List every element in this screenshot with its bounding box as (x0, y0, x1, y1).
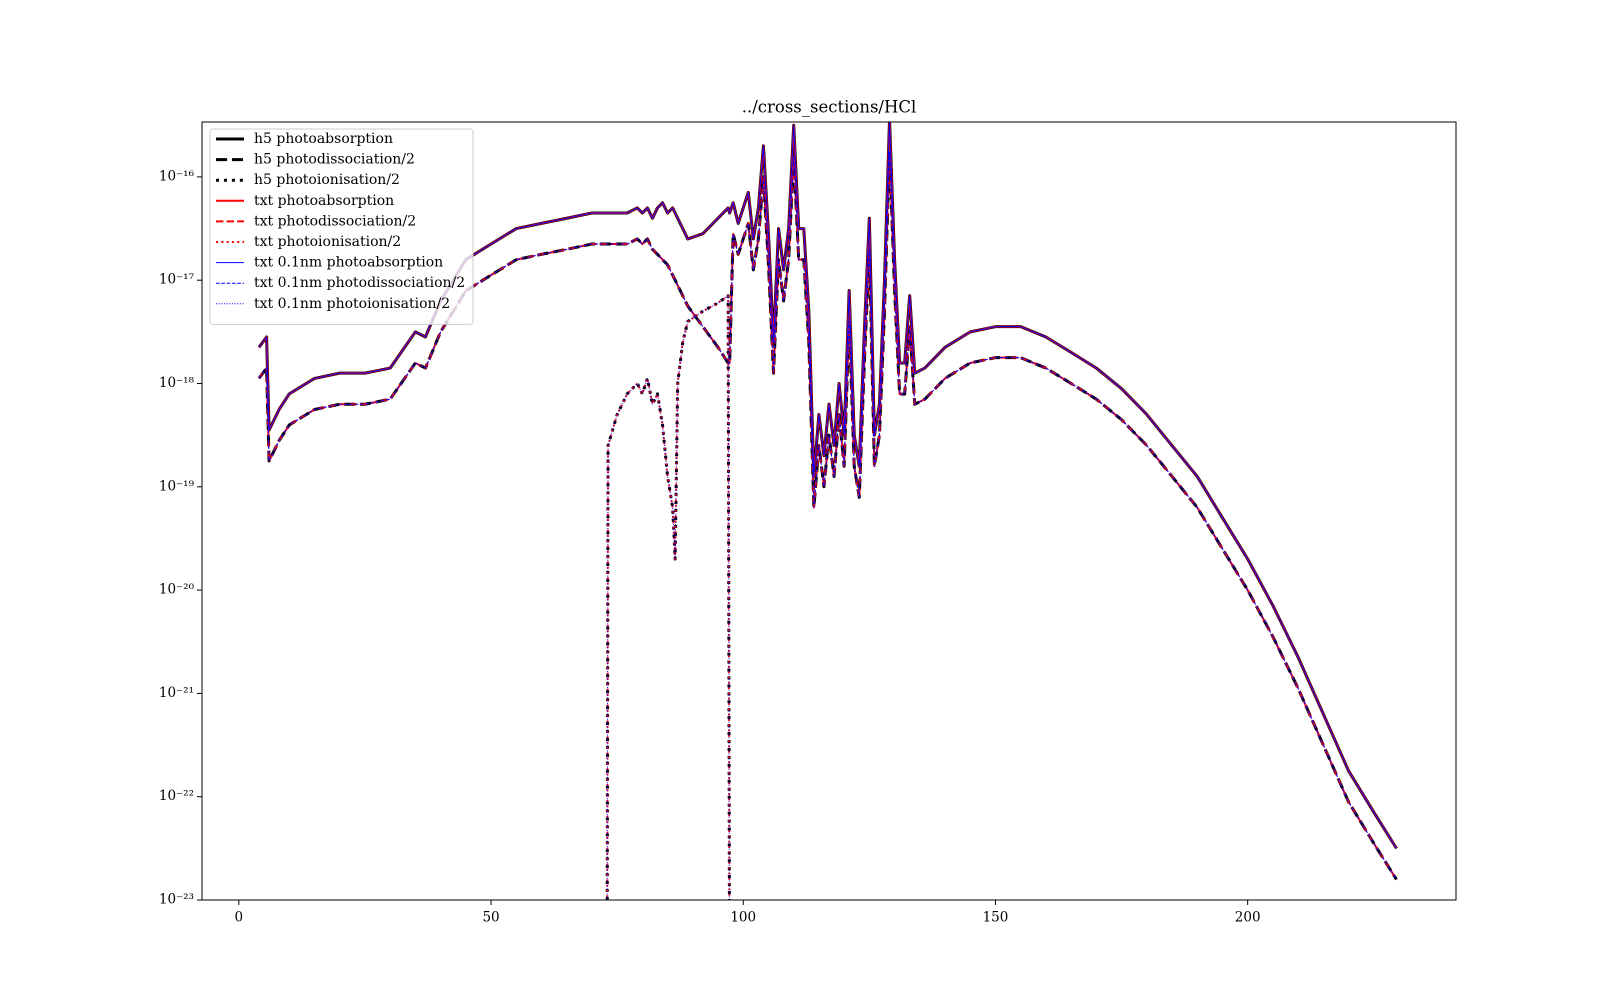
y-tick-label: 10⁻²² (159, 788, 194, 804)
y-tick-label: 10⁻²¹ (159, 685, 194, 701)
chart-title: ../cross_sections/HCl (742, 98, 917, 117)
legend-label: txt photodissociation/2 (254, 213, 416, 229)
y-tick-label: 10⁻¹⁷ (159, 272, 195, 288)
plot-area (257, 122, 1398, 900)
legend-label: h5 photoionisation/2 (254, 172, 400, 188)
y-tick-label: 10⁻¹⁹ (159, 478, 195, 494)
legend: h5 photoabsorption h5 photodissociation/2… (209, 128, 474, 325)
legend-label: h5 photodissociation/2 (254, 152, 415, 168)
legend-label: txt 0.1nm photodissociation/2 (254, 275, 465, 291)
y-tick-label: 10⁻²³ (159, 892, 194, 908)
legend-label: txt 0.1nm photoionisation/2 (254, 296, 450, 312)
legend-box (209, 128, 474, 325)
legend-label: h5 photoabsorption (254, 131, 393, 147)
legend-label: txt photoionisation/2 (254, 234, 401, 250)
series-line (606, 295, 730, 900)
x-tick-label: 0 (235, 910, 244, 926)
y-tick-label: 10⁻²⁰ (159, 582, 195, 598)
x-tick-label: 200 (1235, 910, 1261, 926)
x-tick-label: 50 (482, 910, 499, 926)
y-tick-label: 10⁻¹⁸ (159, 375, 195, 391)
y-tick-label: 10⁻¹⁶ (159, 168, 195, 184)
axes-frame (201, 121, 1457, 901)
x-tick-label: 150 (983, 910, 1009, 926)
series-line (258, 150, 1397, 880)
legend-label: txt photoabsorption (254, 193, 394, 209)
x-tick-label: 100 (730, 910, 756, 926)
series-line (258, 122, 1397, 849)
legend-label: txt 0.1nm photoabsorption (254, 255, 443, 271)
